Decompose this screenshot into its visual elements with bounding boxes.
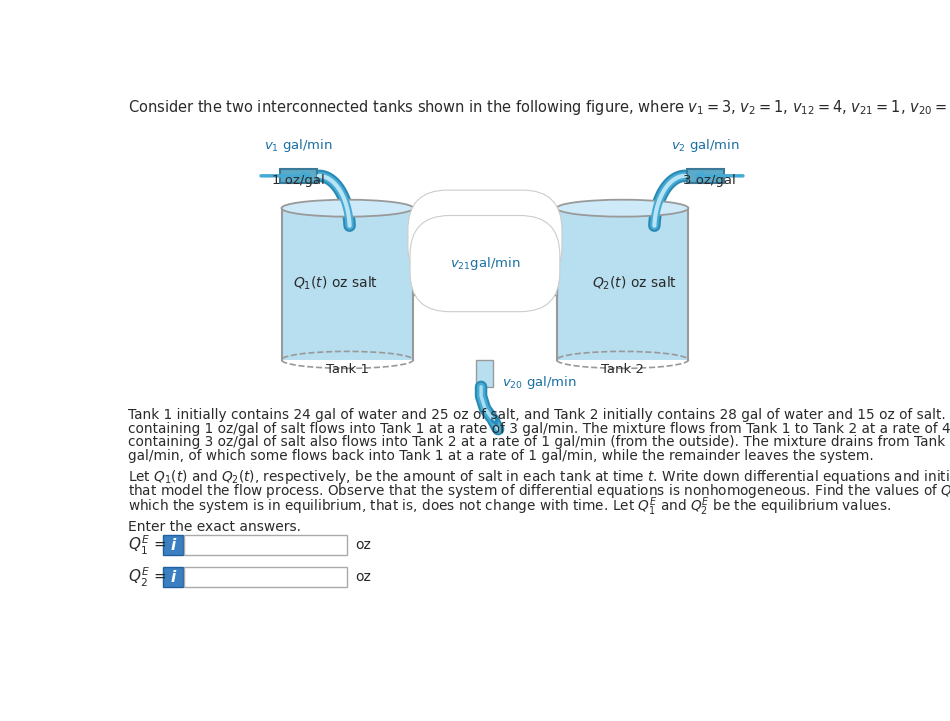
Text: oz: oz [355,570,371,585]
Text: $\mathit{v}_{12}$ gal/min: $\mathit{v}_{12}$ gal/min [447,230,522,247]
Ellipse shape [281,200,413,216]
FancyBboxPatch shape [280,169,317,182]
Text: $Q_1(t)$ oz salt: $Q_1(t)$ oz salt [294,274,378,291]
FancyBboxPatch shape [184,535,347,555]
Text: which the system is in equilibrium, that is, does not change with time. Let $Q_1: which the system is in equilibrium, that… [128,495,891,518]
Text: Enter the exact answers.: Enter the exact answers. [128,521,301,534]
Bar [281,208,413,360]
Text: $Q_1^E$ =: $Q_1^E$ = [128,534,166,557]
Text: $Q_2^E$ =: $Q_2^E$ = [128,566,166,589]
Ellipse shape [557,200,689,216]
Text: $\mathit{v}_{21}$gal/min: $\mathit{v}_{21}$gal/min [449,255,521,272]
Text: that model the flow process. Observe that the system of differential equations i: that model the flow process. Observe tha… [128,482,950,500]
Text: $\mathit{v}_2$ gal/min: $\mathit{v}_2$ gal/min [671,137,740,154]
Text: i: i [170,570,176,585]
Text: oz: oz [355,538,371,552]
Text: Let $Q_1(t)$ and $Q_2(t)$, respectively, be the amount of salt in each tank at t: Let $Q_1(t)$ and $Q_2(t)$, respectively,… [128,469,950,487]
Text: containing 3 oz/gal of salt also flows into Tank 2 at a rate of 1 gal/min (from : containing 3 oz/gal of salt also flows i… [128,435,950,449]
FancyBboxPatch shape [163,567,183,588]
Text: containing 1 oz/gal of salt flows into Tank 1 at a rate of 3 gal/min. The mixtur: containing 1 oz/gal of salt flows into T… [128,422,950,436]
Text: $Q_2(t)$ oz salt: $Q_2(t)$ oz salt [592,274,676,291]
Text: 1 oz/gal: 1 oz/gal [273,174,325,187]
Text: Tank 1 initially contains 24 gal of water and 25 oz of salt, and Tank 2 initiall: Tank 1 initially contains 24 gal of wate… [128,408,950,423]
Text: i: i [170,538,176,552]
Text: $\mathit{v}_1$ gal/min: $\mathit{v}_1$ gal/min [264,137,333,154]
Text: Tank 2: Tank 2 [601,363,644,376]
Bar [413,275,557,295]
Bar [476,360,493,387]
Text: $\mathit{v}_{20}$ gal/min: $\mathit{v}_{20}$ gal/min [502,374,577,392]
FancyBboxPatch shape [687,169,724,182]
Bar [557,208,689,360]
Text: gal/min, of which some flows back into Tank 1 at a rate of 1 gal/min, while the : gal/min, of which some flows back into T… [128,448,874,463]
Bar [413,249,557,270]
FancyBboxPatch shape [184,567,347,588]
Text: Tank 1: Tank 1 [326,363,369,376]
Text: Consider the two interconnected tanks shown in the following figure, where $v_1 : Consider the two interconnected tanks sh… [128,98,950,117]
Text: 3 oz/gal: 3 oz/gal [683,174,735,187]
FancyBboxPatch shape [163,535,183,555]
